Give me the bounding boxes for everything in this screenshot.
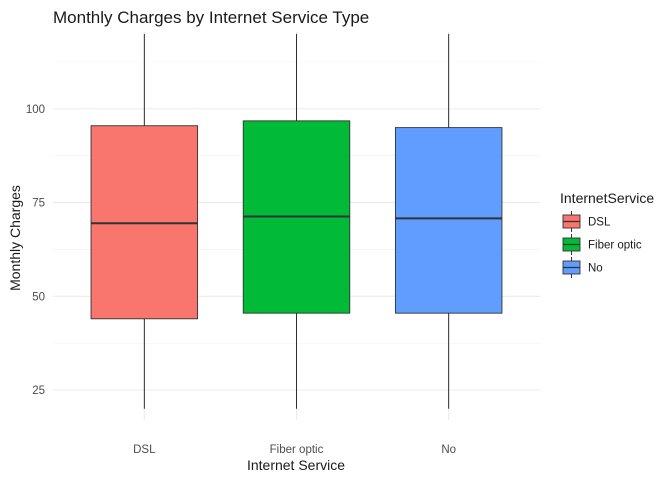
legend-item-fiber-optic: Fiber optic xyxy=(562,234,642,255)
boxes-layer xyxy=(90,33,503,409)
legend-label: No xyxy=(588,263,603,275)
box-body xyxy=(394,127,503,314)
x-tick-labels: DSL Fiber optic No xyxy=(133,444,456,456)
box-no xyxy=(394,33,503,409)
legend-title: InternetService xyxy=(560,190,654,206)
chart-title: Monthly Charges by Internet Service Type xyxy=(53,8,369,27)
legend-label: Fiber optic xyxy=(588,240,642,252)
legend-item-dsl: DSL xyxy=(562,211,611,232)
x-axis-title: Internet Service xyxy=(247,457,345,473)
legend-item-no: No xyxy=(562,257,603,278)
legend-label: DSL xyxy=(588,217,611,229)
y-tick-label: 75 xyxy=(32,198,45,210)
box-fiber-optic xyxy=(242,33,351,409)
x-tick-label: Fiber optic xyxy=(270,444,324,456)
y-tick-label: 100 xyxy=(26,104,45,116)
y-tick-labels: 25 50 75 100 xyxy=(26,104,45,397)
x-tick-label: DSL xyxy=(133,444,156,456)
y-tick-label: 50 xyxy=(32,291,45,303)
x-tick-label: No xyxy=(441,444,456,456)
y-axis-title: Monthly Charges xyxy=(7,185,23,291)
box-dsl xyxy=(90,33,199,409)
legend: InternetService DSL Fiber optic No xyxy=(560,190,654,278)
y-tick-label: 25 xyxy=(32,385,45,397)
